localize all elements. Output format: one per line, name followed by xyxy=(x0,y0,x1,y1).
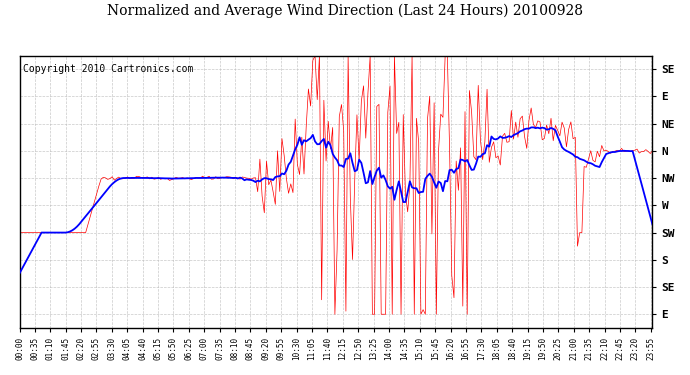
Text: Normalized and Average Wind Direction (Last 24 Hours) 20100928: Normalized and Average Wind Direction (L… xyxy=(107,4,583,18)
Text: Copyright 2010 Cartronics.com: Copyright 2010 Cartronics.com xyxy=(23,64,193,74)
